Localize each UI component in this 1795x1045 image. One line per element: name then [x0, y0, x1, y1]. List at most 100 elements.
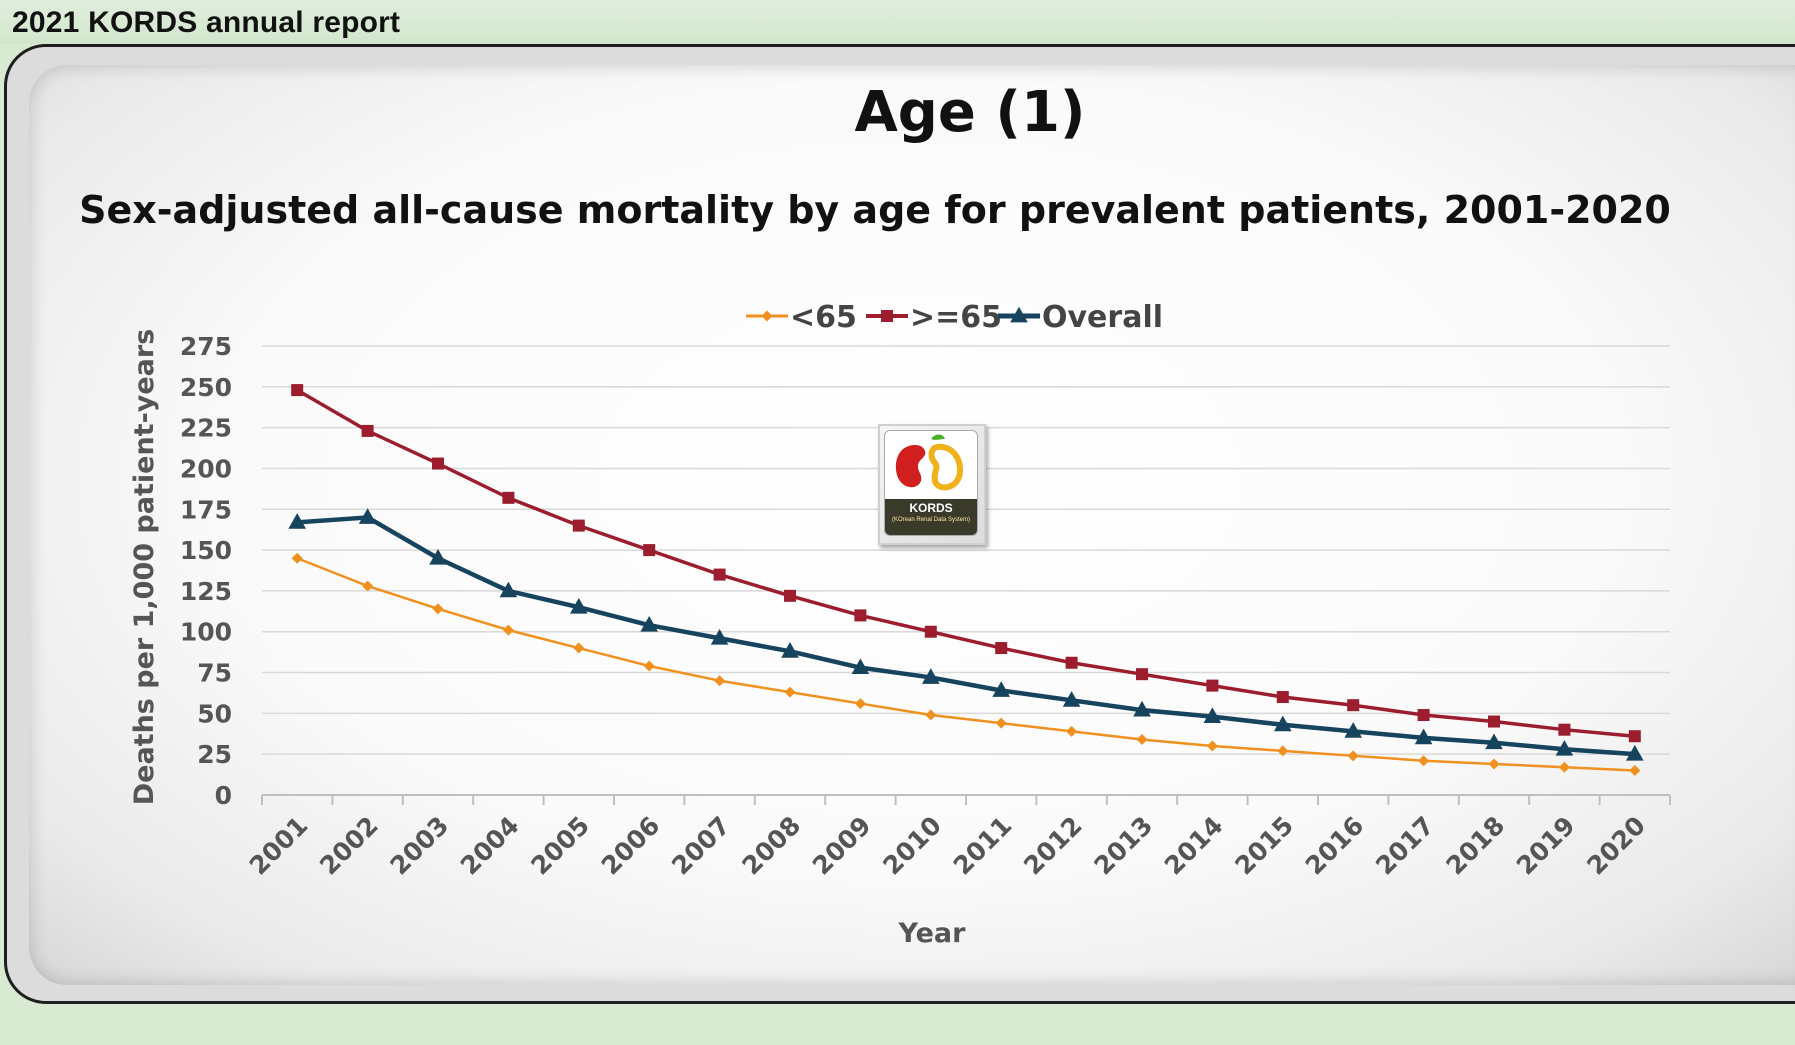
data-point: [1206, 679, 1219, 692]
data-point: [291, 552, 303, 564]
series-<65: [291, 552, 1641, 777]
data-point: [361, 424, 374, 437]
x-tick-label: 2013: [1089, 811, 1159, 881]
y-tick-label: 275: [180, 332, 232, 361]
x-tick-label: 2005: [525, 811, 595, 881]
legend-item: >=65: [866, 300, 1002, 335]
data-point: [573, 642, 585, 654]
data-point: [784, 686, 796, 698]
data-point: [710, 629, 729, 645]
data-point: [881, 310, 893, 322]
data-point: [291, 384, 304, 397]
slide-heading: Age (1): [854, 80, 1086, 145]
data-point: [1485, 733, 1503, 750]
x-tick-label: 2004: [455, 811, 525, 881]
legend-label: <65: [790, 300, 857, 335]
data-point: [1136, 733, 1148, 745]
x-tick-label: 2019: [1511, 811, 1581, 881]
data-point: [1488, 758, 1500, 770]
kords-logo: KORDS (KOrean Renal Data System): [878, 424, 986, 545]
data-point: [1418, 755, 1430, 767]
data-point: [288, 513, 306, 529]
x-tick-label: 2015: [1229, 811, 1299, 881]
data-point: [922, 668, 940, 684]
data-point: [854, 609, 867, 622]
data-point: [502, 624, 514, 636]
data-point: [572, 519, 585, 532]
legend-item: Overall: [998, 300, 1163, 335]
gridlines: [262, 345, 1670, 796]
x-tick-label: 2020: [1581, 811, 1651, 881]
x-tick-label: 2007: [666, 811, 736, 881]
data-point: [1065, 656, 1078, 669]
series-Overall: [288, 508, 1644, 761]
data-point: [643, 544, 656, 557]
data-point: [1277, 745, 1289, 757]
y-tick-label: 250: [180, 373, 232, 402]
data-point: [714, 675, 726, 687]
data-point: [432, 603, 444, 615]
data-point: [1558, 761, 1570, 773]
data-point: [1558, 723, 1571, 736]
data-point: [570, 598, 588, 614]
data-point: [992, 681, 1010, 697]
x-tick-label: 2017: [1370, 811, 1440, 881]
series-line: [296, 388, 1635, 738]
series-line: [296, 557, 1635, 772]
logo-card: KORDS (KOrean Renal Data System): [884, 430, 978, 536]
y-tick-label: 0: [215, 781, 232, 810]
x-axis-ticks: 2001 2002 2003 2004 2005 2006 2007 2008 2009 2010…: [244, 794, 1671, 881]
y-tick-label: 100: [180, 618, 232, 647]
data-point: [995, 717, 1007, 729]
data-point: [502, 491, 515, 504]
data-point: [640, 615, 658, 632]
data-point: [1347, 750, 1359, 762]
title-bar: 2021 KORDS annual report: [0, 0, 1795, 44]
x-axis-label: Year: [898, 918, 967, 949]
series-lines: [288, 384, 1644, 777]
x-tick-label: 2003: [385, 811, 455, 881]
x-tick-label: 2009: [807, 811, 877, 881]
series->=65: [291, 384, 1641, 743]
y-tick-label: 50: [197, 699, 232, 728]
kidney-icon: [895, 434, 963, 491]
data-point: [1066, 725, 1078, 737]
data-point: [713, 568, 726, 581]
y-tick-label: 200: [180, 454, 232, 483]
data-point: [1133, 700, 1151, 717]
data-point: [1629, 765, 1641, 777]
y-axis-label: Deaths per 1,000 patient-years: [129, 329, 160, 806]
data-point: [854, 698, 866, 710]
x-tick-label: 2014: [1159, 811, 1229, 881]
data-point: [1274, 715, 1292, 732]
logo-band: KORDS (KOrean Renal Data System): [885, 499, 977, 535]
logo-name: KORDS: [909, 501, 953, 515]
y-tick-label: 75: [197, 659, 232, 688]
data-point: [761, 310, 773, 322]
data-point: [1488, 715, 1500, 728]
y-tick-label: 225: [180, 414, 232, 443]
data-point: [781, 642, 799, 658]
x-tick-label: 2012: [1018, 811, 1088, 881]
data-point: [429, 549, 447, 565]
series-line: [297, 515, 1635, 757]
data-point: [1203, 707, 1222, 724]
legend-item: <65: [746, 300, 857, 335]
data-point: [995, 642, 1008, 655]
x-tick-label: 2001: [244, 811, 314, 881]
data-point: [1555, 740, 1574, 756]
legend-label: Overall: [1042, 300, 1163, 335]
data-point: [499, 581, 518, 598]
data-point: [1347, 699, 1360, 712]
data-point: [1206, 740, 1218, 752]
legend-label: >=65: [910, 300, 1002, 335]
x-tick-label: 2011: [948, 811, 1018, 881]
x-tick-label: 2016: [1300, 811, 1370, 881]
x-tick-label: 2018: [1441, 811, 1511, 881]
data-point: [643, 660, 655, 672]
data-point: [924, 625, 937, 638]
data-point: [1417, 708, 1430, 721]
report-title: 2021 KORDS annual report: [12, 6, 401, 39]
